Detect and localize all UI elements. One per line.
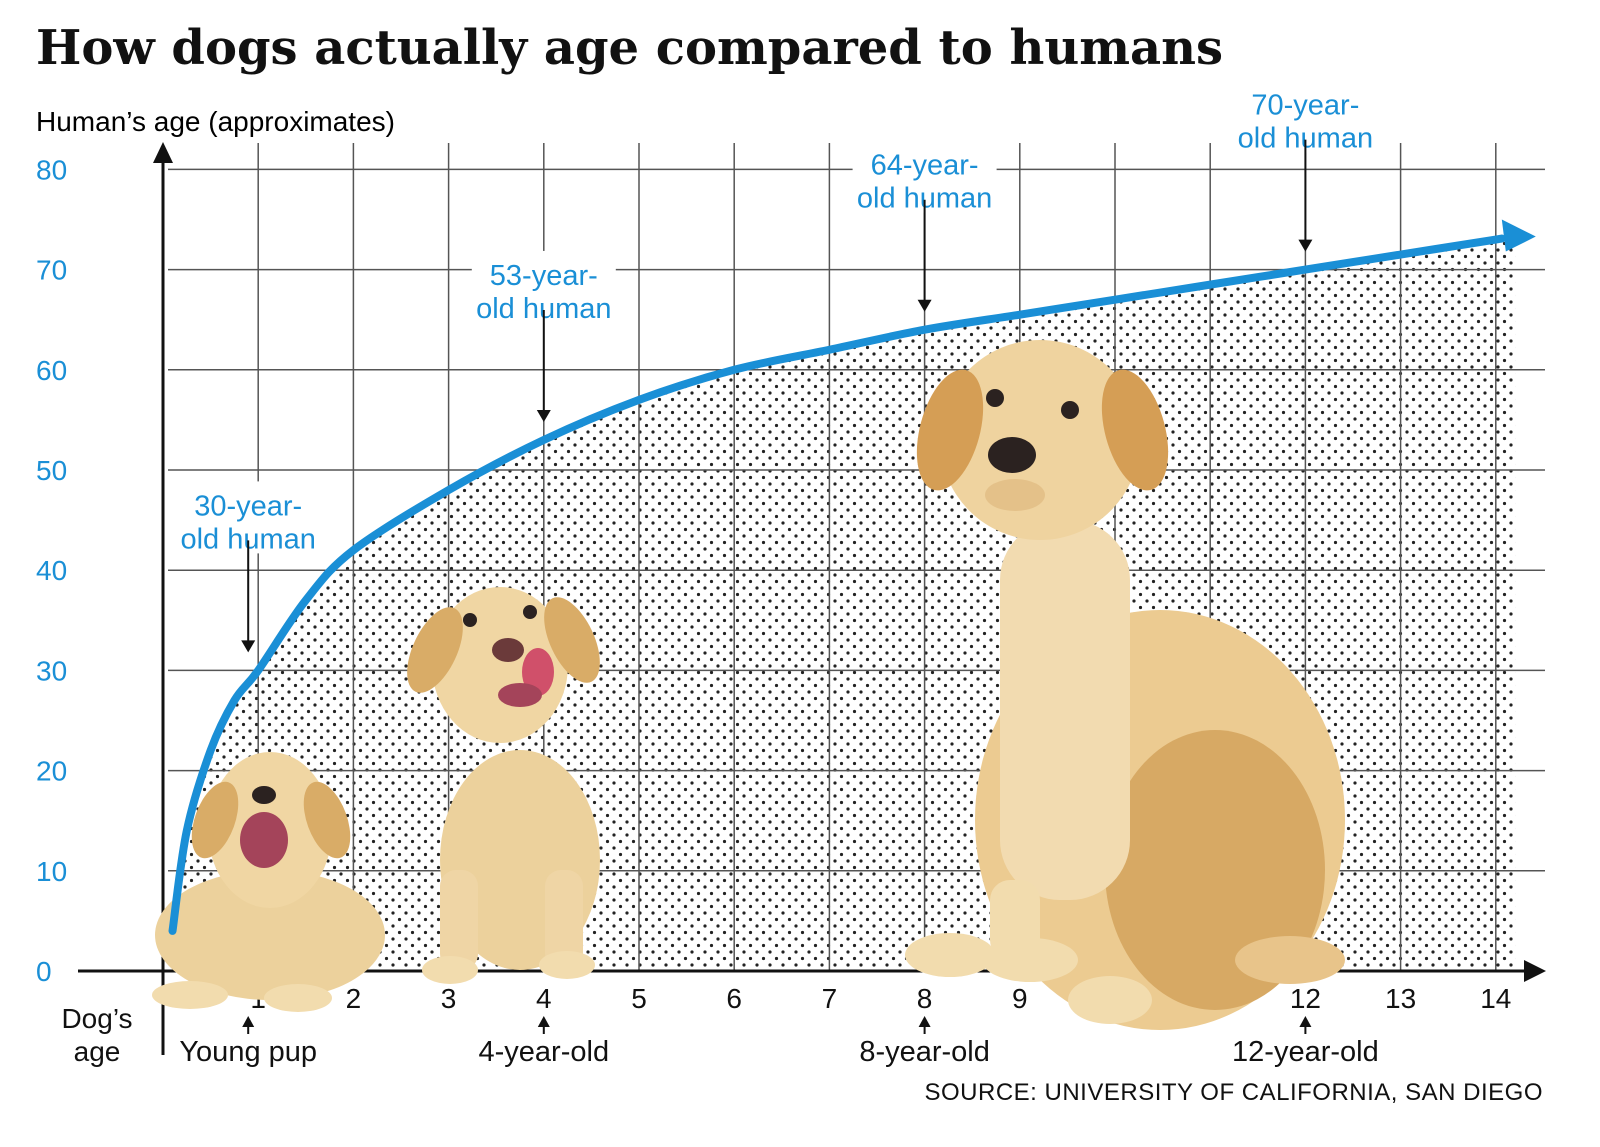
annotation-text: 64-year- (871, 150, 979, 182)
four-year-old-dog-illustration (407, 587, 600, 984)
x-axis-label-line-2: age (74, 1036, 121, 1067)
dog-label-text: 8-year-old (859, 1036, 990, 1068)
dog-label-arrowhead (242, 1016, 255, 1027)
young-pup-illustration (152, 752, 385, 1012)
x-tick-labels: 12345678911121314 (250, 983, 1511, 1014)
dog-label-12: 12-year-old (1232, 1016, 1379, 1068)
annotation-30: 30-year-old human (176, 481, 321, 653)
dog-label-8: 8-year-old (859, 1016, 990, 1068)
y-tick-label-40: 40 (36, 555, 67, 586)
annotation-arrowhead (241, 640, 256, 653)
y-axis-arrowhead (153, 142, 173, 163)
annotation-text: 30-year- (194, 490, 302, 522)
series-line-human-age (168, 234, 1506, 935)
dog-label-arrowhead (537, 1016, 550, 1027)
x-axis-arrowhead (1524, 960, 1546, 982)
dog-label-4: 4-year-old (479, 1016, 610, 1068)
x-axis-label-line-1: Dog’s (61, 1003, 132, 1034)
y-tick-label-80: 80 (36, 154, 67, 185)
annotation-70: 70-year-old human (1233, 80, 1378, 252)
y-tick-label-60: 60 (36, 355, 67, 386)
chart-title: How dogs actually age compared to humans (36, 20, 1223, 76)
annotation-arrowhead (536, 409, 551, 422)
x-axis-label: Dog’s age (61, 1003, 132, 1067)
source-note: SOURCE: UNIVERSITY OF CALIFORNIA, SAN DI… (925, 1079, 1544, 1106)
y-tick-label-50: 50 (36, 455, 67, 486)
x-tick-label-9: 9 (1012, 983, 1028, 1014)
human-age-annotations: 30-year-old human 53-year-old human 64-yea… (176, 80, 1378, 653)
x-tick-label-3: 3 (441, 983, 457, 1014)
eight-year-old-dog-illustration (905, 340, 1345, 1030)
y-tick-labels: 0 10 20 30 40 50 60 70 80 (36, 154, 67, 987)
x-tick-label-7: 7 (822, 983, 838, 1014)
x-tick-label-2: 2 (346, 983, 362, 1014)
y-tick-label-0: 0 (36, 956, 52, 987)
dog-label-text: 4-year-old (479, 1036, 610, 1068)
y-tick-label-20: 20 (36, 756, 67, 787)
x-tick-label-12: 12 (1290, 983, 1321, 1014)
dog-label-arrowhead (918, 1016, 931, 1027)
annotation-text: 70-year- (1251, 90, 1359, 122)
dog-label-text: Young pup (179, 1036, 317, 1068)
annotation-53: 53-year-old human (471, 250, 616, 422)
dog-label-arrowhead (1299, 1016, 1312, 1027)
x-tick-label-8: 8 (917, 983, 933, 1014)
annotation-text: 53-year- (490, 260, 598, 292)
annotation-arrowhead (917, 299, 932, 312)
y-tick-label-10: 10 (36, 856, 67, 887)
y-tick-label-70: 70 (36, 255, 67, 286)
x-tick-label-14: 14 (1480, 983, 1511, 1014)
dog-age-labels: Young pup 4-year-old 8-year-old 12-year-old (179, 1016, 1379, 1068)
y-tick-label-30: 30 (36, 655, 67, 686)
dog-label-1: Young pup (179, 1016, 317, 1068)
y-axis-label: Human’s age (approximates) (36, 106, 395, 137)
annotation-arrowhead (1298, 239, 1313, 252)
dog-label-text: 12-year-old (1232, 1036, 1379, 1068)
x-tick-label-13: 13 (1385, 983, 1416, 1014)
x-tick-label-4: 4 (536, 983, 552, 1014)
series-arrowhead (1501, 219, 1536, 252)
x-tick-label-5: 5 (631, 983, 647, 1014)
annotation-64: 64-year-old human (852, 140, 997, 312)
x-tick-label-6: 6 (726, 983, 742, 1014)
